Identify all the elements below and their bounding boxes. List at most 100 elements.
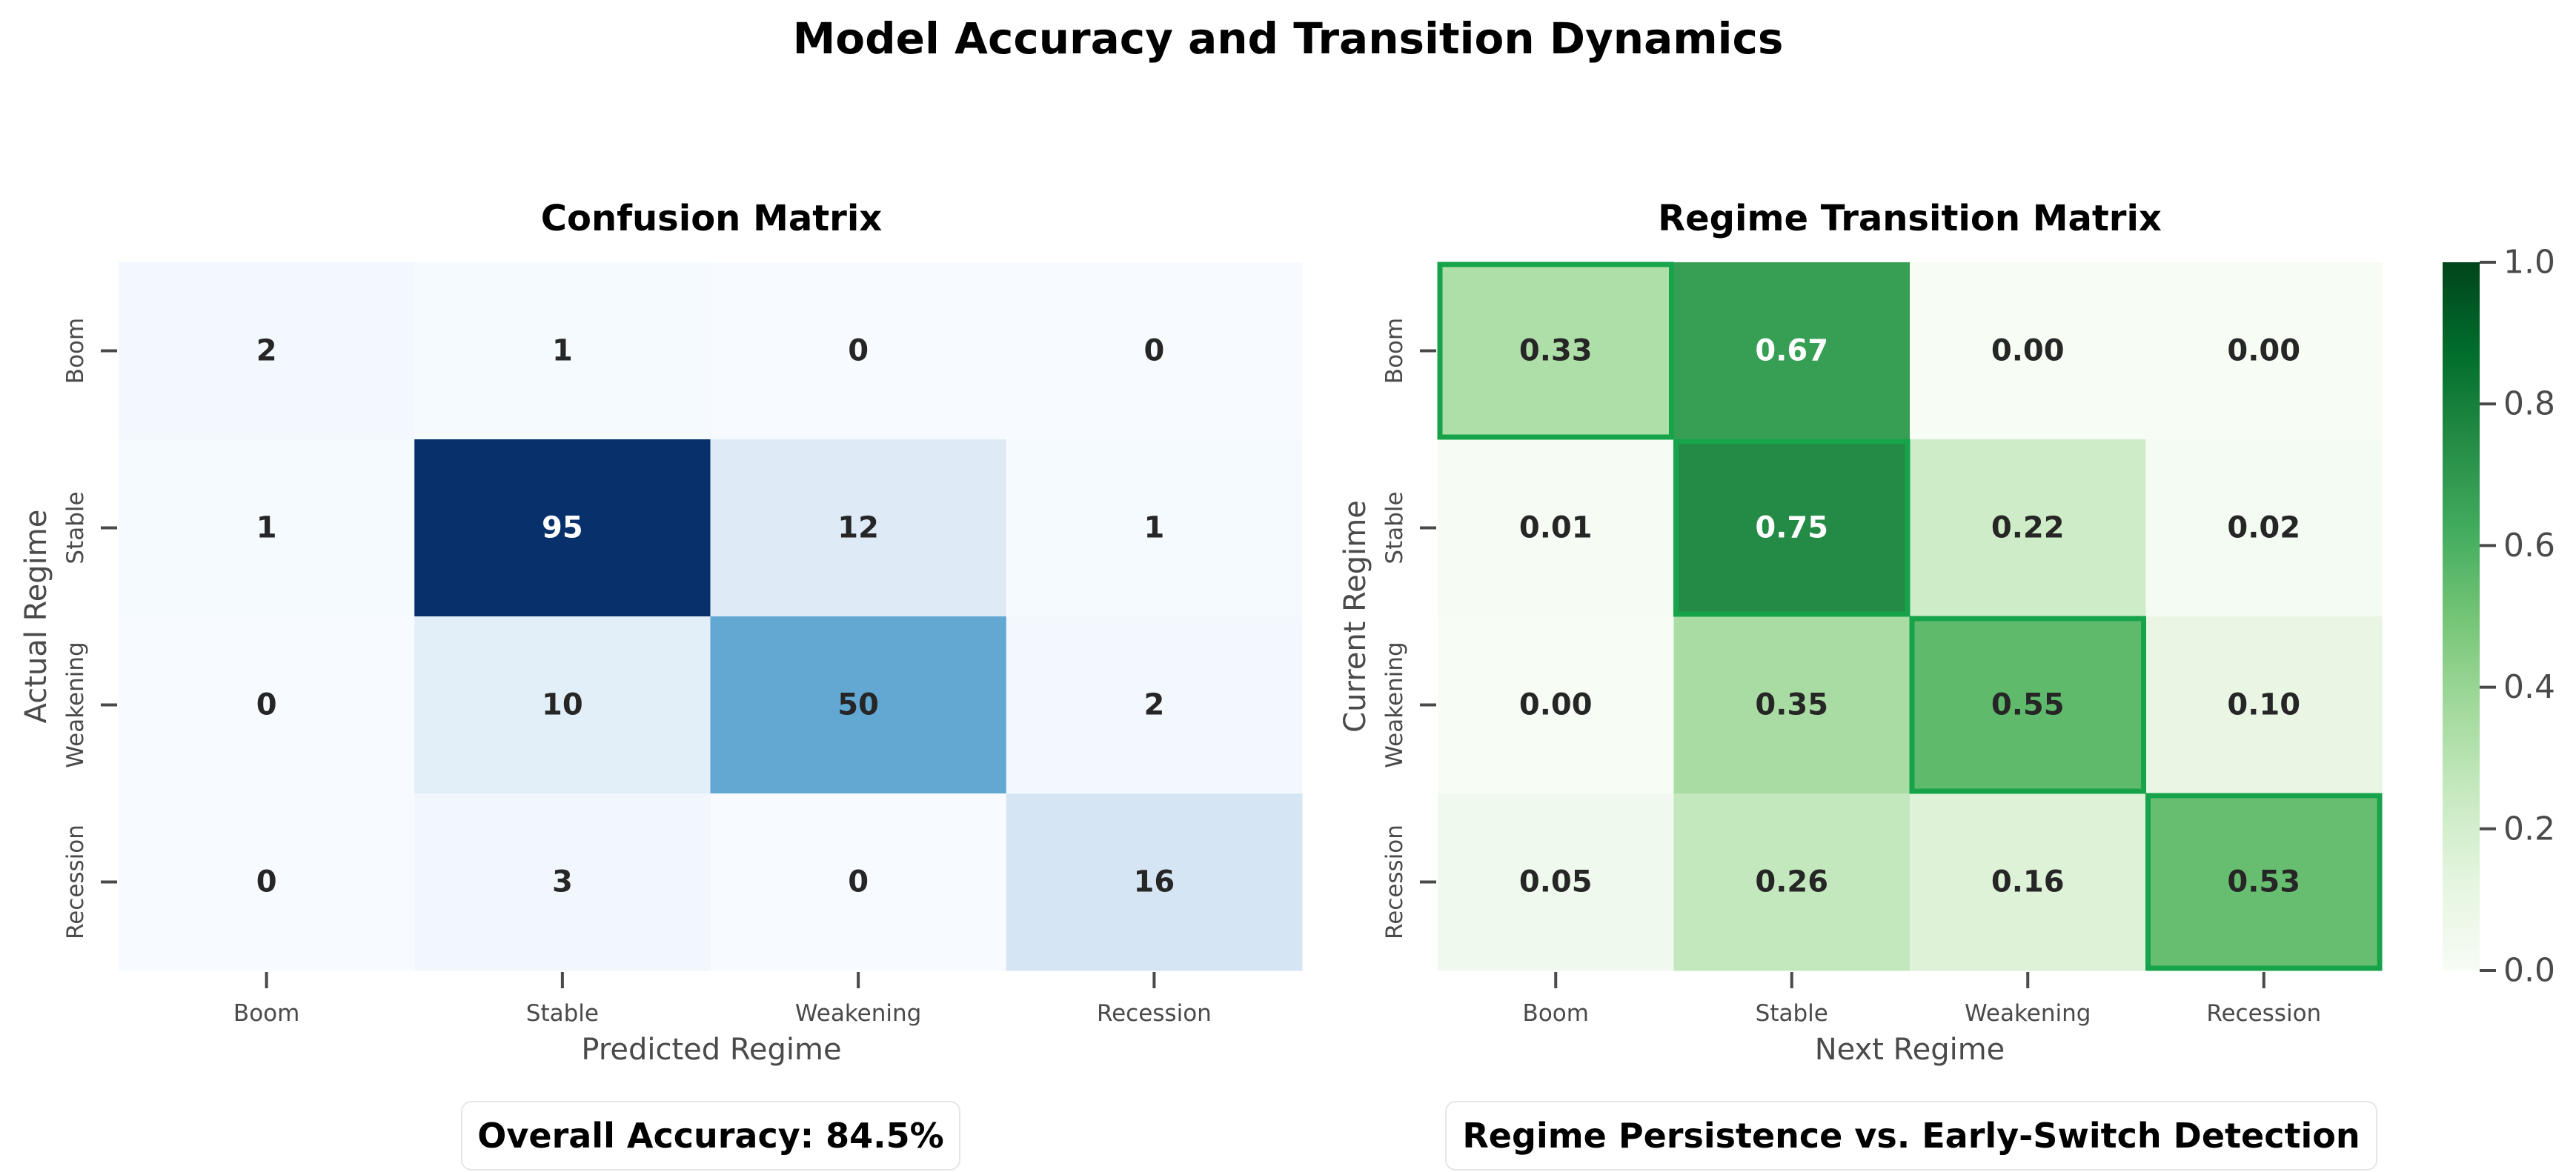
cm-cell-recession-weakening (710, 793, 1007, 971)
tm-xtick-label-stable: Stable (1756, 1000, 1828, 1027)
tm-value-weakening-weakening: 0.55 (1991, 688, 2065, 722)
colorbar-tick-label: 0.4 (2503, 668, 2555, 706)
tm-cell-weakening-weakening (1910, 616, 2146, 794)
cm-value-boom-boom: 2 (256, 334, 277, 368)
cm-ytick-label-recession: Recession (62, 825, 89, 939)
tm-value-boom-boom: 0.33 (1519, 334, 1593, 368)
tm-cell-boom-stable (1673, 262, 1911, 440)
tm-value-stable-recession: 0.02 (2227, 511, 2300, 545)
transition-matrix-panel: Regime Transition Matrix 0.33 0.67 0.00 0.0… (1338, 198, 2383, 1067)
tm-value-recession-weakening: 0.16 (1991, 865, 2065, 899)
tm-ytick-label-boom: Boom (1381, 318, 1408, 384)
colorbar-tick-label: 0.6 (2503, 527, 2555, 565)
cm-value-stable-weakening: 12 (837, 511, 879, 545)
tm-diagonal-highlight-weakening (1909, 616, 2146, 794)
cm-ytick-label-boom: Boom (62, 318, 89, 384)
cm-value-weakening-boom: 0 (256, 688, 277, 722)
confusion-matrix-title: Confusion Matrix (541, 198, 883, 239)
transition-matrix-cells: 0.33 0.67 0.00 0.00 0.01 0.75 0.22 0.02 0.00 0.35… (1437, 262, 2383, 971)
tm-xtick-label-recession: Recession (2206, 1000, 2321, 1027)
cm-cell-stable-weakening (710, 439, 1007, 617)
tm-value-stable-stable: 0.75 (1755, 511, 1828, 545)
tm-value-boom-weakening: 0.00 (1991, 334, 2065, 368)
cm-ytick-label-stable: Stable (62, 491, 89, 564)
cm-value-stable-boom: 1 (256, 511, 277, 545)
cm-xtick-label-recession: Recession (1097, 1000, 1212, 1027)
cm-value-recession-recession: 16 (1134, 865, 1175, 899)
persistence-annotation: Regime Persistence vs. Early-Switch Dete… (1445, 1101, 2377, 1171)
transition-matrix-title: Regime Transition Matrix (1658, 198, 2162, 239)
tm-value-recession-recession: 0.53 (2227, 865, 2300, 899)
colorbar-gradient (2443, 262, 2480, 970)
transition-matrix-ticks: Boom Stable Weakening Recession Boom Stable We… (1381, 318, 2321, 1027)
cm-value-boom-weakening: 0 (848, 334, 869, 368)
cm-value-stable-stable: 95 (542, 511, 583, 545)
tm-cell-stable-stable (1673, 439, 1911, 617)
cm-cell-weakening-recession (1006, 616, 1303, 794)
cm-xtick-label-boom: Boom (233, 1000, 299, 1027)
confusion-matrix-cells: 2 1 0 01 95 12 10 10 50 20 3 0 16 (119, 262, 1303, 971)
transition-matrix-xlabel: Next Regime (1815, 1033, 2005, 1067)
colorbar-tick-label: 0.2 (2503, 810, 2555, 848)
tm-cell-boom-weakening (1910, 262, 2146, 440)
tm-value-recession-boom: 0.05 (1519, 865, 1593, 899)
cm-value-weakening-weakening: 50 (837, 688, 879, 722)
tm-value-weakening-stable: 0.35 (1755, 688, 1828, 722)
tm-cell-stable-recession (2145, 439, 2383, 617)
confusion-matrix-ylabel: Actual Regime (19, 510, 53, 724)
cm-cell-weakening-stable (414, 616, 711, 794)
cm-ytick-label-weakening: Weakening (62, 642, 89, 768)
cm-value-stable-recession: 1 (1143, 511, 1164, 545)
colorbar: 0.0 0.2 0.4 0.6 0.8 1.0 (2443, 244, 2555, 990)
tm-diagonal-highlight-recession (2145, 793, 2383, 971)
cm-xtick-label-stable: Stable (526, 1000, 599, 1027)
colorbar-ticks: 0.0 0.2 0.4 0.6 0.8 1.0 (2480, 244, 2555, 990)
cm-cell-stable-stable (414, 439, 711, 617)
tm-cell-weakening-stable (1673, 616, 1911, 794)
cm-cell-recession-stable (414, 793, 711, 971)
tm-ytick-label-stable: Stable (1381, 491, 1408, 564)
tm-cell-recession-stable (1673, 793, 1911, 971)
cm-xtick-label-weakening: Weakening (795, 1000, 921, 1027)
tm-cell-recession-boom (1438, 793, 1674, 971)
tm-value-stable-weakening: 0.22 (1991, 511, 2065, 545)
tm-value-weakening-boom: 0.00 (1519, 688, 1593, 722)
cm-cell-boom-weakening (710, 262, 1007, 440)
cm-value-boom-stable: 1 (552, 334, 573, 368)
cm-cell-recession-recession (1006, 793, 1303, 971)
tm-cell-stable-weakening (1910, 439, 2146, 617)
tm-cell-recession-recession (2145, 793, 2383, 971)
tm-value-boom-recession: 0.00 (2227, 334, 2300, 368)
cm-value-recession-stable: 3 (552, 865, 573, 899)
tm-diagonal-highlight-stable (1673, 439, 1911, 617)
tm-cell-recession-weakening (1910, 793, 2146, 971)
colorbar-tick-label: 0.8 (2503, 385, 2555, 423)
tm-diagonal-highlight-boom (1437, 262, 1674, 440)
transition-matrix-ylabel: Current Regime (1338, 500, 1372, 733)
tm-value-recession-stable: 0.26 (1755, 865, 1828, 899)
cm-cell-recession-boom (119, 793, 415, 971)
cm-cell-weakening-boom (119, 616, 415, 794)
cm-cell-stable-boom (119, 439, 415, 617)
cm-cell-stable-recession (1006, 439, 1303, 617)
cm-value-weakening-stable: 10 (542, 688, 583, 722)
tm-cell-weakening-recession (2145, 616, 2383, 794)
confusion-matrix-ticks: Boom Stable Weakening Recession Boom Stable We… (62, 318, 1212, 1027)
tm-cell-stable-boom (1438, 439, 1674, 617)
cm-cell-boom-stable (414, 262, 711, 440)
tm-xtick-label-weakening: Weakening (1965, 1000, 2091, 1027)
tm-ytick-label-weakening: Weakening (1381, 642, 1408, 768)
tm-ytick-label-recession: Recession (1381, 825, 1408, 939)
tm-cell-boom-recession (2145, 262, 2383, 440)
tm-cell-boom-boom (1438, 262, 1674, 440)
tm-xtick-label-boom: Boom (1523, 1000, 1589, 1027)
cm-cell-weakening-weakening (710, 616, 1007, 794)
cm-cell-boom-recession (1006, 262, 1303, 440)
tm-value-stable-boom: 0.01 (1519, 511, 1593, 545)
cm-value-recession-boom: 0 (256, 865, 277, 899)
tm-value-boom-stable: 0.67 (1755, 334, 1828, 368)
confusion-matrix-panel: Confusion Matrix 2 1 0 01 95 12 10 10 50 20 3 0 16 B… (19, 198, 1303, 1067)
cm-value-boom-recession: 0 (1143, 334, 1164, 368)
cm-cell-boom-boom (119, 262, 415, 440)
